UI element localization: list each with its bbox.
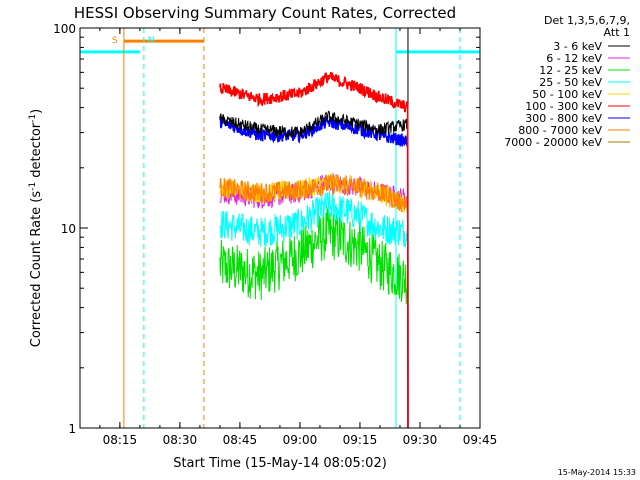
series-line-7: [219, 174, 409, 429]
series-line-5: [219, 71, 409, 429]
axes: 08:15 08:30 08:45 09:00 09:15 09:30 09:45 1 10 10…: [53, 22, 497, 447]
marker-label-s: S: [112, 36, 118, 46]
legend-label-8: 7000 - 20000 keV: [504, 136, 602, 149]
y-tick-label-0: 1: [68, 422, 76, 436]
footer-timestamp: 15-May-2014 15:33: [558, 468, 636, 477]
legend-label-6: 300 - 800 keV: [525, 112, 602, 125]
marker-label-n: N: [148, 36, 155, 46]
legend-label-3: 25 - 50 keV: [539, 76, 602, 89]
x-axis-label: Start Time (15-May-14 08:05:02): [173, 456, 387, 471]
legend-label-7: 800 - 7000 keV: [518, 124, 602, 137]
legend-label-1: 6 - 12 keV: [546, 52, 602, 65]
series-line-2: [219, 206, 409, 429]
x-tick-label-3: 09:00: [283, 433, 318, 447]
x-tick-label-0: 08:15: [103, 433, 138, 447]
x-tick-label-1: 08:30: [163, 433, 198, 447]
legend-header-line-1: Det 1,3,5,6,7,9,: [544, 14, 630, 27]
legend-label-0: 3 - 6 keV: [553, 40, 602, 53]
legend-header-line-2: Att 1: [604, 26, 630, 39]
y-tick-label-2: 100: [53, 22, 76, 36]
series-line-3: [219, 190, 409, 429]
legend-label-4: 50 - 100 keV: [532, 88, 602, 101]
y-tick-label-1: 10: [61, 222, 76, 236]
chart-title: HESSI Observing Summary Count Rates, Cor…: [74, 4, 456, 22]
x-tick-label-6: 09:45: [463, 433, 498, 447]
x-tick-label-4: 09:15: [343, 433, 378, 447]
y-axis-label: Corrected Count Rate (s-1 detector-1): [28, 109, 44, 347]
x-tick-label-2: 08:45: [223, 433, 258, 447]
legend-label-2: 12 - 25 keV: [539, 64, 602, 77]
x-tick-label-5: 09:30: [403, 433, 438, 447]
series-line-0: [219, 110, 409, 429]
legend-label-5: 100 - 300 keV: [525, 100, 602, 113]
